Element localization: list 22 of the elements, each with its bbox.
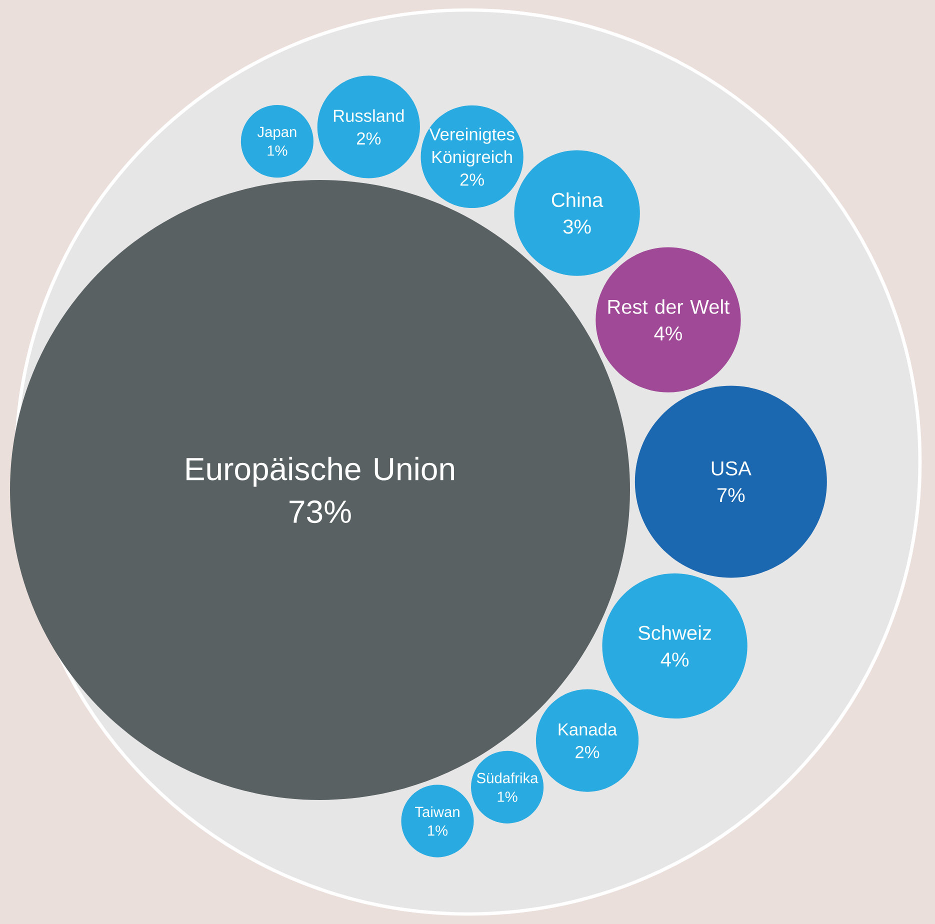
category-label: Schweiz [638, 625, 712, 640]
data-label: 7% [717, 488, 745, 502]
data-label: 1% [428, 825, 448, 836]
category-label: USA [712, 461, 752, 476]
data-label: 2% [357, 132, 381, 145]
data-label: 4% [654, 326, 682, 340]
category-label: Kanada [558, 722, 618, 736]
category-label: Rest der Welt [608, 299, 730, 314]
data-label: 2% [576, 746, 600, 758]
category-label: Europäische Union [186, 456, 454, 487]
data-label: 1% [268, 146, 288, 156]
category-label: China [552, 192, 604, 208]
category-label: Japan [257, 126, 296, 140]
data-label: 4% [660, 652, 689, 667]
data-label: 73% [290, 500, 351, 524]
data-label: 3% [563, 220, 591, 234]
category-label: Vereinigtes Königreich [429, 128, 514, 167]
data-label: 1% [498, 792, 518, 802]
data-label: 2% [460, 174, 484, 186]
category-label: Russland [334, 109, 404, 122]
category-label: Taiwan [415, 806, 460, 818]
category-label: Südafrika [476, 772, 538, 784]
